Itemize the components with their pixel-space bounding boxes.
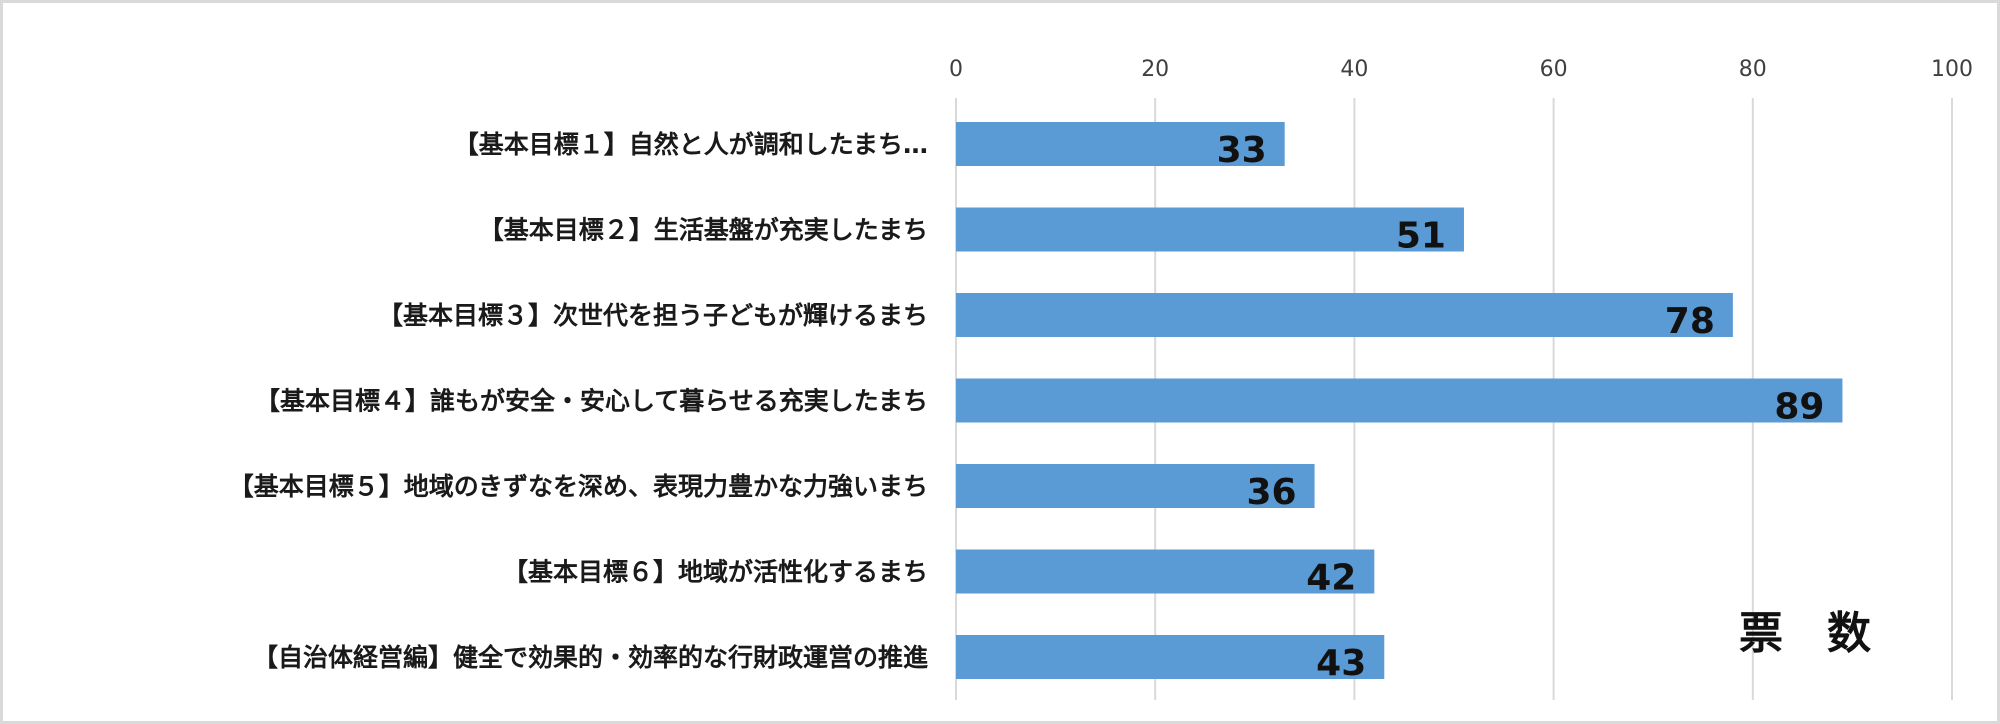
bars	[956, 122, 1843, 679]
category-label: 【基本目標１】自然と人が調和したまち…	[454, 130, 928, 159]
x-axis-ticks: 0 20 40 60 80 100	[949, 57, 1973, 82]
x-tick-label: 100	[1931, 57, 1973, 82]
x-tick-label: 40	[1340, 57, 1368, 82]
bar	[956, 378, 1843, 423]
bar	[956, 635, 1385, 679]
data-label: 89	[1774, 387, 1824, 428]
bar	[956, 549, 1375, 594]
category-label: 【基本目標２】生活基盤が充実したまち	[479, 216, 928, 245]
unit-annotation: 票 数	[1739, 608, 1871, 659]
data-label: 51	[1396, 216, 1446, 257]
category-label: 【基本目標４】誰もが安全・安心して暮らせる充実したまち	[255, 387, 928, 416]
category-label: 【基本目標６】地域が活性化するまち	[503, 558, 928, 587]
category-label: 【基本目標５】地域のきずなを深め、表現力豊かな力強いまち	[229, 472, 928, 501]
bar	[956, 207, 1464, 252]
data-label: 43	[1316, 643, 1366, 684]
data-label: 33	[1217, 130, 1267, 171]
x-tick-label: 20	[1141, 57, 1169, 82]
category-label: 【自治体経営編】健全で効果的・効率的な行財政運営の推進	[253, 643, 928, 672]
bar	[956, 122, 1285, 166]
x-tick-label: 0	[949, 57, 963, 82]
data-label: 78	[1665, 301, 1715, 342]
data-label: 42	[1306, 558, 1356, 599]
bar	[956, 293, 1733, 337]
category-label: 【基本目標３】次世代を担う子どもが輝けるまち	[378, 301, 928, 330]
data-label: 36	[1246, 472, 1296, 513]
x-tick-label: 80	[1739, 57, 1767, 82]
x-tick-label: 60	[1540, 57, 1568, 82]
category-labels: 【基本目標１】自然と人が調和したまち… 【基本目標２】生活基盤が充実したまち【基本…	[229, 130, 928, 672]
data-labels: 33 51 78 89 36 42 43	[1217, 130, 1825, 684]
bar	[956, 464, 1315, 508]
